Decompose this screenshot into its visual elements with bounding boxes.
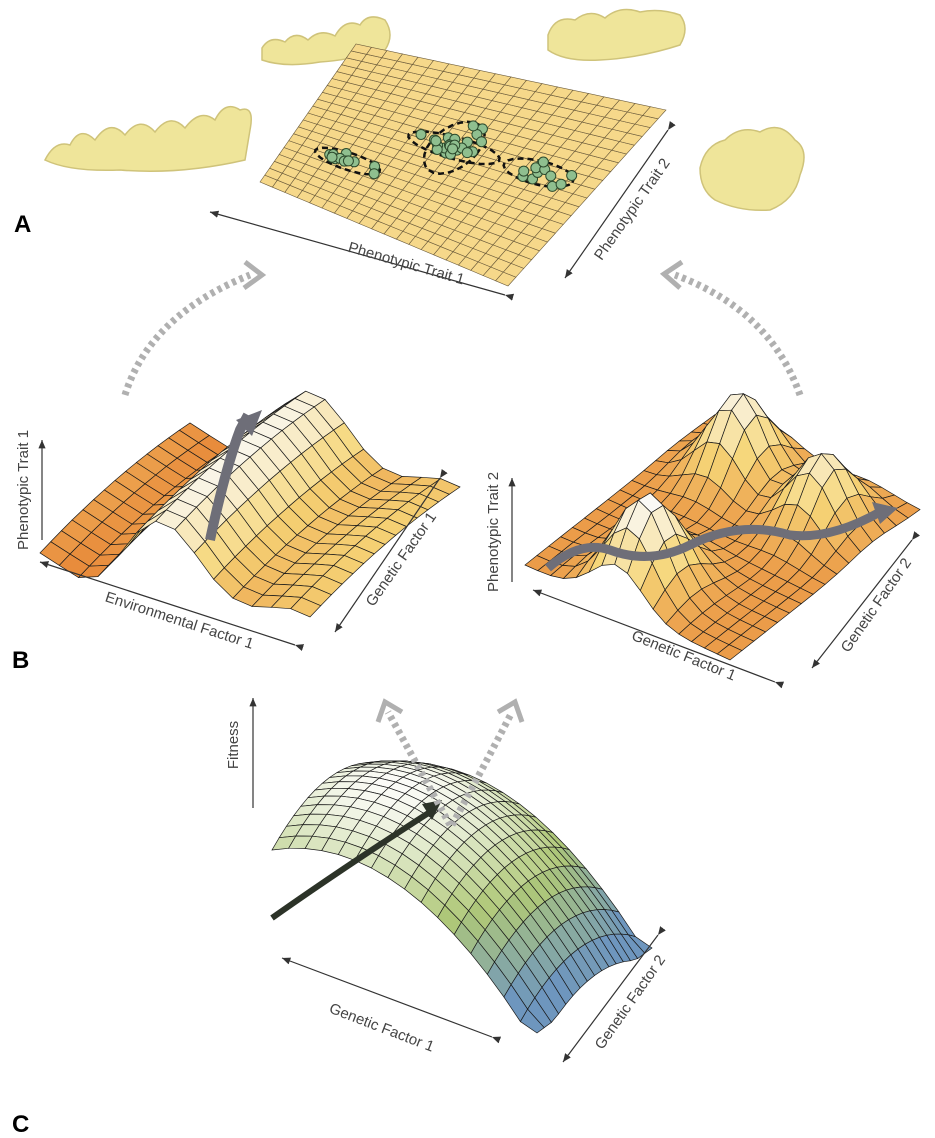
axis-label: Phenotypic Trait 2 xyxy=(485,472,502,592)
specimen-point xyxy=(519,166,529,176)
specimen-point xyxy=(546,171,556,181)
transition-arrow xyxy=(125,275,250,395)
specimen-point xyxy=(369,169,379,179)
specimen-point xyxy=(416,129,426,139)
axis-label: Phenotypic Trait 1 xyxy=(15,430,32,550)
specimen-point xyxy=(462,148,472,158)
transition-arrow xyxy=(675,275,800,395)
specimen-point xyxy=(327,152,337,162)
axis-label: Genetic Factor 1 xyxy=(327,1000,437,1056)
specimen-point xyxy=(477,137,487,147)
specimen-point xyxy=(431,136,441,146)
panel-label: A xyxy=(14,211,31,238)
tooth xyxy=(548,10,685,61)
specimen-point xyxy=(448,144,458,154)
figure: Phenotypic Trait 1 Phenotypic Trait 2 Ph… xyxy=(0,0,935,1138)
specimen-point xyxy=(468,121,478,131)
specimen-point xyxy=(538,157,548,167)
specimen-point xyxy=(343,156,353,166)
tooth xyxy=(45,107,251,172)
transition-arrow-head xyxy=(664,262,682,288)
specimen-point xyxy=(567,170,577,180)
panel-label: C xyxy=(12,1111,29,1138)
tooth xyxy=(700,128,804,211)
axis-label: Fitness xyxy=(225,721,242,769)
specimen-point xyxy=(556,179,566,189)
panel-label: B xyxy=(12,647,29,674)
axis-label: Genetic Factor 2 xyxy=(838,555,916,656)
